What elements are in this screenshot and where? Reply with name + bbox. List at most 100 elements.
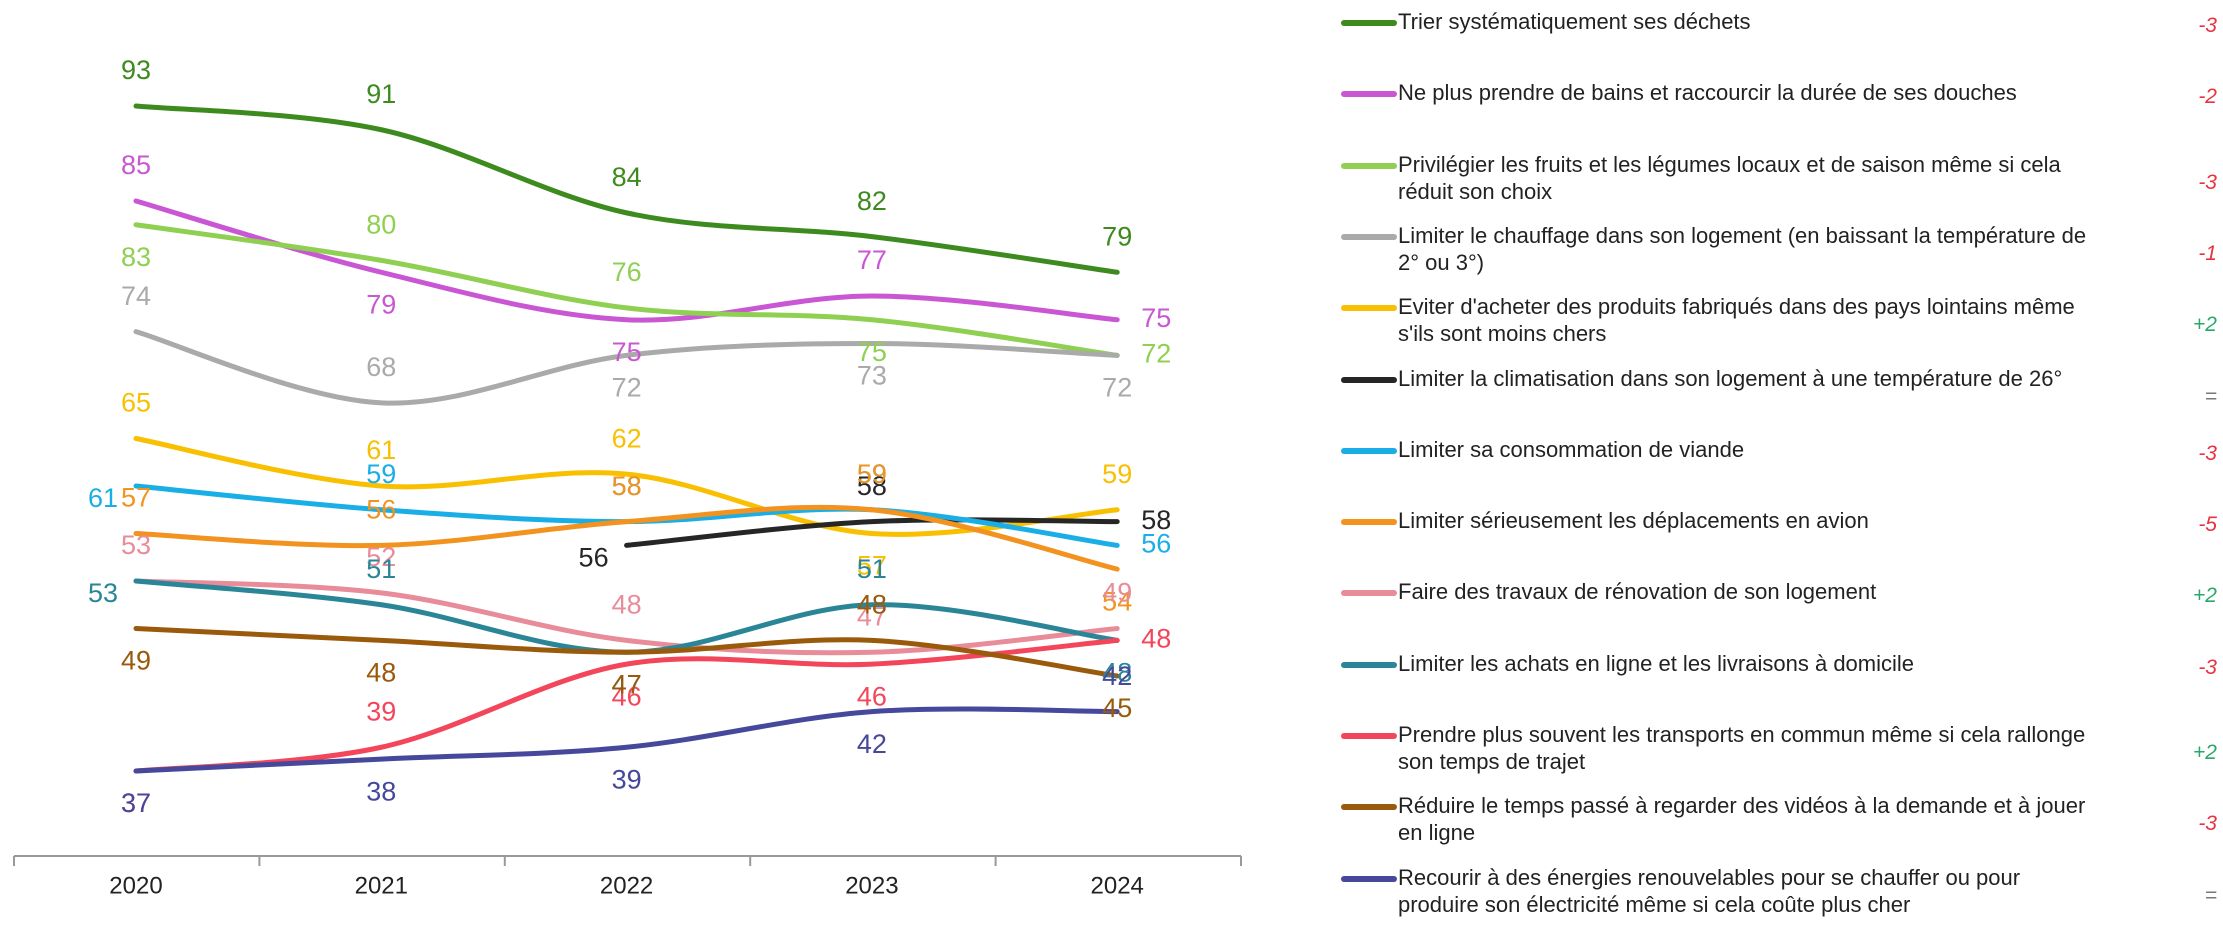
data-label: 59 (366, 459, 396, 489)
data-label: 57 (121, 483, 151, 513)
legend-label: Privilégier les fruits et les légumes lo… (1398, 151, 2061, 204)
legend-label: Limiter le chauffage dans son logement (… (1398, 222, 2087, 275)
legend-label: Recourir à des énergies renouvelables po… (1398, 864, 2021, 917)
data-label: 59 (1102, 459, 1132, 489)
x-tick-label: 2020 (109, 872, 162, 899)
change-label: -3 (2198, 812, 2217, 836)
legend-swatch (1341, 20, 1397, 26)
legend-swatch (1341, 162, 1397, 169)
legend-item: Privilégier les fruits et les légumes lo… (1341, 143, 2221, 213)
data-label: 58 (612, 471, 642, 501)
data-label: 53 (121, 530, 151, 560)
legend-item: Recourir à des énergies renouvelables po… (1341, 856, 2221, 926)
data-label: 56 (366, 495, 396, 525)
legend-swatch (1341, 305, 1397, 312)
legend-item: Réduire le temps passé à regarder des vi… (1341, 784, 2221, 854)
series-line (133, 436, 1120, 537)
legend-label: Limiter la climatisation dans son logeme… (1398, 365, 2063, 391)
legend-label: Limiter sérieusement les déplacements en… (1398, 508, 1869, 534)
data-label: 47 (612, 669, 642, 699)
data-label: 59 (857, 459, 887, 489)
data-label: 37 (121, 788, 151, 818)
data-label: 42 (857, 729, 887, 759)
series-line (133, 578, 1120, 656)
data-label: 51 (857, 554, 887, 584)
data-label: 72 (1102, 373, 1132, 403)
data-label: 83 (121, 242, 151, 272)
change-label: = (2204, 384, 2217, 408)
data-label: 85 (121, 150, 151, 180)
data-label: 58 (612, 471, 642, 501)
data-label: 65 (121, 388, 151, 418)
change-label: +2 (2193, 584, 2217, 608)
series-line (133, 103, 1120, 275)
legend-label: Ne plus prendre de bains et raccourcir l… (1398, 80, 2017, 106)
data-label: 49 (121, 646, 151, 676)
data-label: 48 (1141, 624, 1171, 654)
data-label: 75 (857, 337, 887, 367)
legend-item: Limiter sa consommation de viande -3 (1341, 428, 2221, 498)
series-line (133, 329, 1120, 406)
data-label: 53 (88, 578, 118, 608)
legend-swatch (1341, 447, 1397, 454)
x-tick-label: 2024 (1091, 872, 1144, 899)
data-label: 49 (1102, 578, 1132, 608)
data-label: 52 (366, 542, 396, 572)
data-label: 54 (1102, 586, 1132, 616)
data-label: 38 (366, 776, 396, 806)
data-label: 47 (612, 669, 642, 699)
series-line (133, 626, 1120, 679)
data-label: 47 (857, 601, 887, 631)
data-label: 84 (612, 162, 642, 192)
data-label: 56 (579, 543, 609, 573)
data-label: 93 (121, 55, 151, 85)
data-label: 61 (88, 483, 118, 513)
data-label: 79 (366, 289, 396, 319)
data-label: 48 (612, 590, 642, 620)
data-label: 68 (366, 352, 396, 382)
data-label: 42 (1102, 661, 1132, 691)
legend-swatch (1341, 733, 1397, 739)
change-label: = (2204, 883, 2217, 907)
legend-swatch (1341, 233, 1397, 240)
legend-label: Eviter d'acheter des produits fabriqués … (1398, 294, 2075, 347)
data-label: 46 (612, 681, 642, 711)
data-label: 39 (612, 764, 642, 794)
legend-item: Limiter la climatisation dans son logeme… (1341, 357, 2221, 427)
data-label: 62 (612, 423, 642, 453)
legend-label: Limiter sa consommation de viande (1398, 436, 1745, 462)
data-label: 51 (366, 554, 396, 584)
series-line (133, 222, 1120, 358)
series-line (133, 504, 1120, 572)
legend-item: Prendre plus souvent les transports en c… (1341, 713, 2221, 783)
legend-item: Eviter d'acheter des produits fabriqués … (1341, 285, 2221, 355)
change-label: -1 (2198, 241, 2217, 265)
legend-item: Limiter sérieusement les déplacements en… (1341, 499, 2221, 569)
legend-item: Trier systématiquement ses déchets -3 (1341, 0, 2221, 70)
legend-item: Ne plus prendre de bains et raccourcir l… (1341, 71, 2221, 141)
data-label: 82 (857, 186, 887, 216)
x-tick-label: 2022 (600, 872, 653, 899)
legend-label: Trier systématiquement ses déchets (1398, 9, 1751, 34)
legend-swatch (1341, 519, 1397, 526)
data-label: 77 (857, 245, 887, 275)
change-label: -3 (2198, 655, 2217, 679)
data-label: 80 (366, 210, 396, 240)
legend-swatch (1341, 661, 1397, 668)
data-label: 79 (1102, 221, 1132, 251)
chart: 2020 2021 2022 2023 2024 93 91 84 82 79 85 79 75 77 75… (13, 55, 1242, 899)
legend-label: Faire des travaux de rénovation de son l… (1398, 579, 1877, 605)
legend-swatch (1341, 875, 1397, 882)
data-label: 91 (366, 79, 396, 109)
change-label: -3 (2198, 441, 2217, 465)
change-label: -3 (2198, 170, 2217, 194)
data-label: 58 (857, 471, 887, 501)
data-label: 59 (857, 459, 887, 489)
data-label: 57 (857, 551, 887, 581)
change-label: -5 (2198, 513, 2217, 537)
data-label: 75 (612, 337, 642, 367)
legend-item: Faire des travaux de rénovation de son l… (1341, 570, 2221, 640)
change-label: +2 (2193, 741, 2217, 764)
legend-item: Limiter le chauffage dans son logement (… (1341, 214, 2221, 284)
